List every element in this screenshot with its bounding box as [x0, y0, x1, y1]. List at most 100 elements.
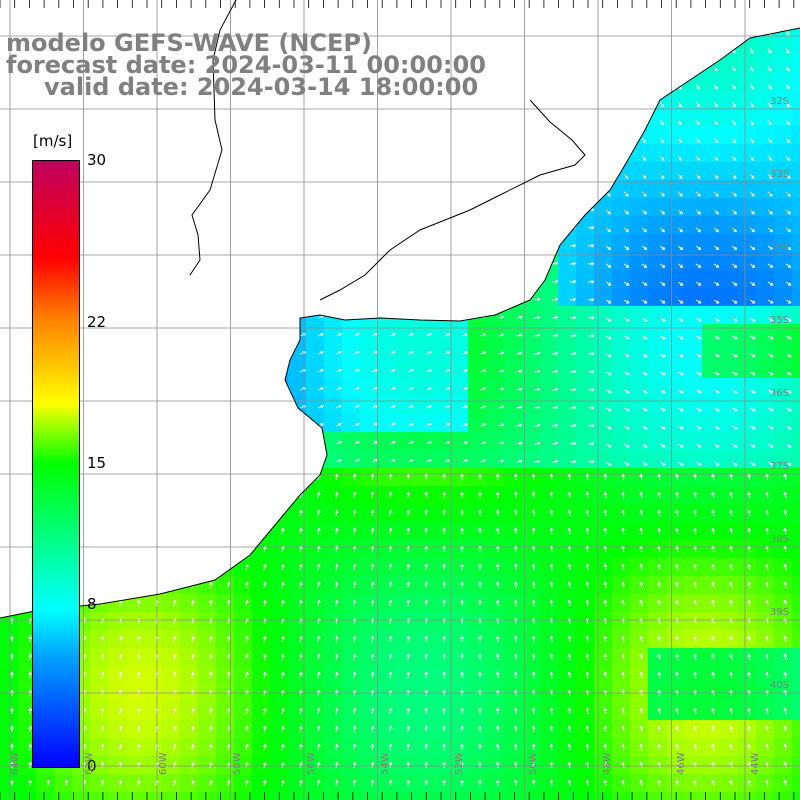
- wind-cell: [486, 648, 504, 666]
- wind-arrow: [478, 509, 482, 517]
- wind-cell: [396, 522, 414, 540]
- wind-arrow: [335, 350, 342, 355]
- wind-arrow: [334, 473, 339, 481]
- wind-arrow: [747, 707, 751, 715]
- wind-arrow: [587, 297, 595, 302]
- wind-arrow: [767, 101, 772, 108]
- wind-cell: [738, 540, 756, 558]
- wind-arrow: [136, 743, 141, 751]
- wind-cell: [792, 666, 800, 684]
- wind-cell: [486, 720, 504, 738]
- wind-cell: [720, 702, 738, 720]
- wind-arrow: [785, 353, 792, 358]
- wind-arrow: [767, 425, 774, 430]
- wind-cell: [522, 522, 540, 540]
- wind-arrow: [623, 353, 630, 358]
- wind-arrow: [785, 119, 790, 126]
- wind-arrow: [783, 563, 788, 571]
- wind-cell: [396, 630, 414, 648]
- wind-arrow: [623, 263, 630, 268]
- wind-arrow: [621, 509, 626, 517]
- wind-cell: [738, 648, 756, 666]
- wind-arrow: [585, 527, 590, 535]
- wind-arrow: [406, 473, 411, 481]
- wind-arrow: [316, 581, 321, 589]
- wind-arrow: [513, 743, 518, 751]
- wind-arrow: [513, 725, 518, 733]
- wind-arrow: [731, 119, 736, 126]
- wind-cell: [738, 576, 756, 594]
- wind-arrow: [785, 263, 792, 268]
- colorbar: [32, 160, 80, 768]
- wind-cell: [594, 756, 612, 774]
- wind-cell: [270, 612, 288, 630]
- wind-arrow: [603, 725, 608, 733]
- wind-cell: [630, 396, 648, 414]
- wind-arrow: [713, 83, 718, 90]
- wind-cell: [432, 648, 450, 666]
- wind-cell: [558, 756, 576, 774]
- wind-cell: [576, 414, 594, 432]
- wind-cell: [792, 108, 800, 126]
- wind-cell: [486, 486, 504, 504]
- wind-arrow: [675, 707, 679, 715]
- wind-arrow: [388, 707, 393, 715]
- wind-cell: [306, 756, 324, 774]
- wind-cell: [774, 360, 792, 378]
- wind-cell: [504, 630, 522, 648]
- wind-cell: [756, 36, 774, 54]
- wind-cell: [522, 396, 540, 414]
- wind-arrow: [585, 599, 590, 607]
- wind-arrow: [370, 635, 375, 643]
- wind-cell: [522, 576, 540, 594]
- wind-arrow: [749, 227, 756, 233]
- wind-arrow: [191, 743, 195, 751]
- wind-arrow: [713, 65, 718, 72]
- wind-arrow: [639, 653, 643, 661]
- wind-arrow: [478, 671, 482, 679]
- wind-arrow: [389, 458, 396, 463]
- wind-arrow: [443, 422, 450, 427]
- colorbar-gradient: [33, 161, 79, 767]
- wind-cell: [576, 504, 594, 522]
- wind-cell: [612, 702, 630, 720]
- wind-arrow: [693, 779, 697, 787]
- wind-cell: [198, 666, 216, 684]
- wind-cell: [162, 720, 180, 738]
- colorbar-unit: [m/s]: [33, 132, 73, 150]
- wind-arrow: [531, 491, 536, 499]
- wind-arrow: [495, 509, 500, 517]
- wind-cell: [18, 630, 36, 648]
- wind-cell: [234, 630, 252, 648]
- wind-cell: [702, 720, 720, 738]
- wind-arrow: [767, 191, 773, 197]
- wind-arrow: [711, 671, 715, 679]
- wind-arrow: [461, 369, 468, 373]
- wind-arrow: [659, 299, 666, 304]
- wind-arrow: [657, 527, 661, 535]
- wind-cell: [720, 324, 738, 342]
- wind-arrow: [173, 779, 177, 787]
- wind-cell: [702, 774, 720, 792]
- wind-cell: [270, 576, 288, 594]
- wind-arrow: [711, 779, 715, 787]
- wind-arrow: [605, 371, 612, 376]
- wind-cell: [774, 342, 792, 360]
- wind-cell: [144, 774, 162, 792]
- wind-cell: [684, 576, 702, 594]
- wind-cell: [756, 414, 774, 432]
- wind-arrow: [621, 653, 626, 661]
- wind-cell: [558, 666, 576, 684]
- wind-cell: [684, 630, 702, 648]
- wind-arrow: [495, 671, 500, 679]
- wind-cell: [396, 414, 414, 432]
- wind-arrow: [659, 155, 665, 162]
- wind-cell: [414, 324, 432, 342]
- wind-cell: [342, 540, 360, 558]
- wind-arrow: [533, 441, 541, 446]
- wind-arrow: [388, 527, 393, 535]
- wind-cell: [774, 540, 792, 558]
- wind-arrow: [677, 245, 684, 251]
- wind-arrow: [785, 209, 791, 215]
- wind-arrow: [352, 527, 357, 535]
